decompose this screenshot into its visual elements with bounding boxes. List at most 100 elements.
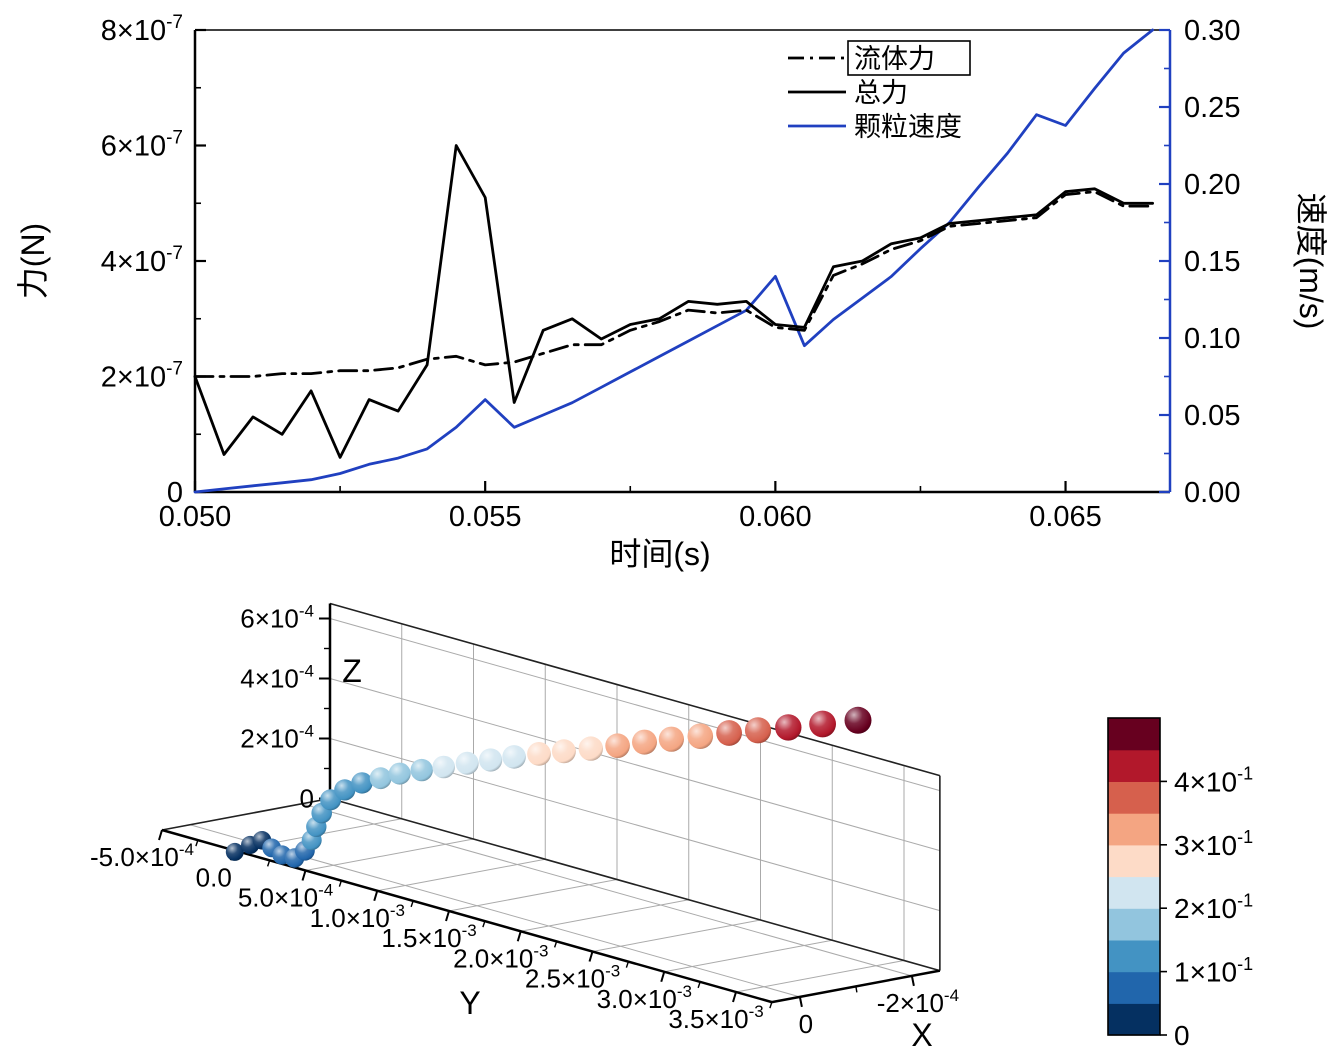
x-tick — [798, 996, 803, 1008]
y-tick — [732, 991, 737, 1003]
trajectory-sphere — [551, 739, 576, 764]
z-tick-label: 4×10-4 — [240, 662, 314, 694]
series-total-force — [193, 144, 1154, 459]
colorbar-segment — [1108, 876, 1160, 909]
y-tick-label: 5.0×10-4 — [238, 881, 333, 913]
x-axis-3d: 0 -2×10-4X — [771, 969, 959, 1053]
z-tick-label: 6×10-4 — [240, 602, 314, 634]
colorbar-segment — [1108, 749, 1160, 782]
x-tick-label: 0 — [799, 1009, 813, 1039]
trajectory-sphere — [744, 717, 772, 744]
left-tick-label: 6×10-7 — [101, 127, 183, 162]
y-tick-label: 2.0×10-3 — [453, 941, 548, 973]
trajectory-sphere — [578, 736, 603, 761]
colorbar-segment — [1108, 781, 1160, 814]
left-tick-label: 2×10-7 — [101, 358, 183, 393]
trajectory-3d-chart: -5.0×10-40.05.0×10-41.0×10-31.5×10-32.0×… — [90, 602, 1253, 1053]
trajectory-sphere — [432, 755, 456, 779]
y-tick-label: 3.5×10-3 — [668, 1002, 763, 1034]
z-axis-title: Z — [342, 653, 362, 689]
y-axis-title: Y — [459, 985, 480, 1021]
colorbar-tick-label: 2×10-1 — [1174, 890, 1253, 924]
colorbar-tick-label: 3×10-1 — [1174, 827, 1253, 861]
trajectory-sphere — [334, 779, 356, 801]
trajectory-sphere — [809, 710, 836, 738]
box-edges — [161, 602, 941, 972]
y-tick-label: 1.0×10-3 — [310, 901, 405, 933]
colorbar-segment — [1108, 1003, 1160, 1036]
trajectory-sphere — [410, 758, 433, 782]
y-tick-label: 3.0×10-3 — [597, 982, 692, 1014]
bottom-tick-label: 0.060 — [739, 501, 812, 533]
colorbar-tick-label: 4×10-1 — [1174, 764, 1253, 798]
legend-label: 总力 — [854, 78, 908, 108]
trajectory-sphere — [479, 748, 503, 772]
trajectory-sphere — [844, 706, 872, 734]
y-axis-3d: -5.0×10-40.05.0×10-41.0×10-31.5×10-32.0×… — [90, 828, 773, 1034]
y-tick — [660, 971, 666, 983]
x-axis-title: 时间(s) — [609, 536, 710, 572]
y-tick — [445, 910, 450, 922]
trajectory-sphere — [369, 767, 392, 790]
colorbar-segment — [1108, 908, 1160, 941]
colorbar-segment — [1108, 813, 1160, 846]
trajectory-sphere — [527, 742, 551, 766]
colorbar-segment — [1108, 939, 1160, 973]
right-axis-title: 速度(m/s) — [1293, 193, 1329, 330]
bottom-tick-label: 0.050 — [159, 501, 232, 533]
right-tick-label: 0.00 — [1184, 477, 1240, 509]
left-axis-title: 力(N) — [15, 223, 51, 299]
y-tick-label: 2.5×10-3 — [525, 962, 620, 994]
trajectory-sphere — [632, 729, 657, 755]
force-velocity-chart: 0 2×10-7 4×10-7 6×10-7 8×10-7 0.050 0.055 0.060… — [15, 12, 1329, 572]
y-tick-label: 1.5×10-3 — [381, 921, 476, 953]
left-tick-label: 4×10-7 — [101, 243, 183, 278]
bottom-tick-label: 0.065 — [1029, 501, 1102, 533]
y-tick — [516, 930, 522, 942]
right-tick-label: 0.05 — [1184, 400, 1240, 432]
left-tick-label: 8×10-7 — [101, 12, 183, 47]
colorbar-segment — [1108, 844, 1160, 878]
colorbar-tick-label: 0 — [1174, 1020, 1190, 1051]
trajectory-spheres — [225, 706, 872, 868]
trajectory-sphere — [455, 751, 479, 775]
series-fluid-force — [193, 190, 1154, 378]
right-tick-label: 0.30 — [1184, 15, 1240, 47]
bottom-tick-label: 0.055 — [449, 501, 522, 533]
trajectory-sphere — [388, 762, 411, 785]
trajectory-sphere — [605, 733, 630, 758]
z-axis-3d: 6×10-4 4×10-4 2×10-4 0 Z — [240, 602, 361, 814]
trajectory-sphere — [687, 723, 714, 749]
series-particle-velocity — [193, 28, 1154, 494]
trajectory-sphere — [716, 720, 742, 746]
trajectory-sphere — [658, 726, 685, 752]
x-axis-title: X — [911, 1017, 932, 1053]
colorbar-segment — [1108, 971, 1160, 1004]
trajectory-sphere — [351, 772, 373, 794]
left-tick-label: 0 — [167, 477, 183, 509]
x-tick — [910, 975, 915, 987]
z-tick-label: 0 — [300, 784, 314, 814]
colorbar-segment — [1108, 718, 1160, 751]
y-tick-label: 0.0 — [196, 862, 232, 892]
legend-frame — [847, 40, 971, 76]
z-tick-label: 2×10-4 — [240, 722, 314, 754]
x-tick-label: -2×10-4 — [877, 986, 959, 1018]
y-tick — [373, 890, 379, 902]
y-tick-label: -5.0×10-4 — [90, 840, 194, 872]
colorbar-frame — [1107, 717, 1161, 1036]
right-tick-label: 0.15 — [1184, 246, 1240, 278]
legend-label: 流体力 — [854, 44, 935, 74]
right-tick-label: 0.25 — [1184, 92, 1240, 124]
right-tick-label: 0.20 — [1184, 169, 1240, 201]
trajectory-sphere — [225, 842, 244, 861]
colorbar-tick-label: 1×10-1 — [1174, 954, 1253, 988]
y-tick — [158, 829, 163, 841]
trajectory-sphere — [502, 745, 526, 769]
trajectory-sphere — [775, 714, 802, 741]
y-tick — [588, 951, 594, 962]
right-tick-label: 0.10 — [1184, 323, 1240, 355]
